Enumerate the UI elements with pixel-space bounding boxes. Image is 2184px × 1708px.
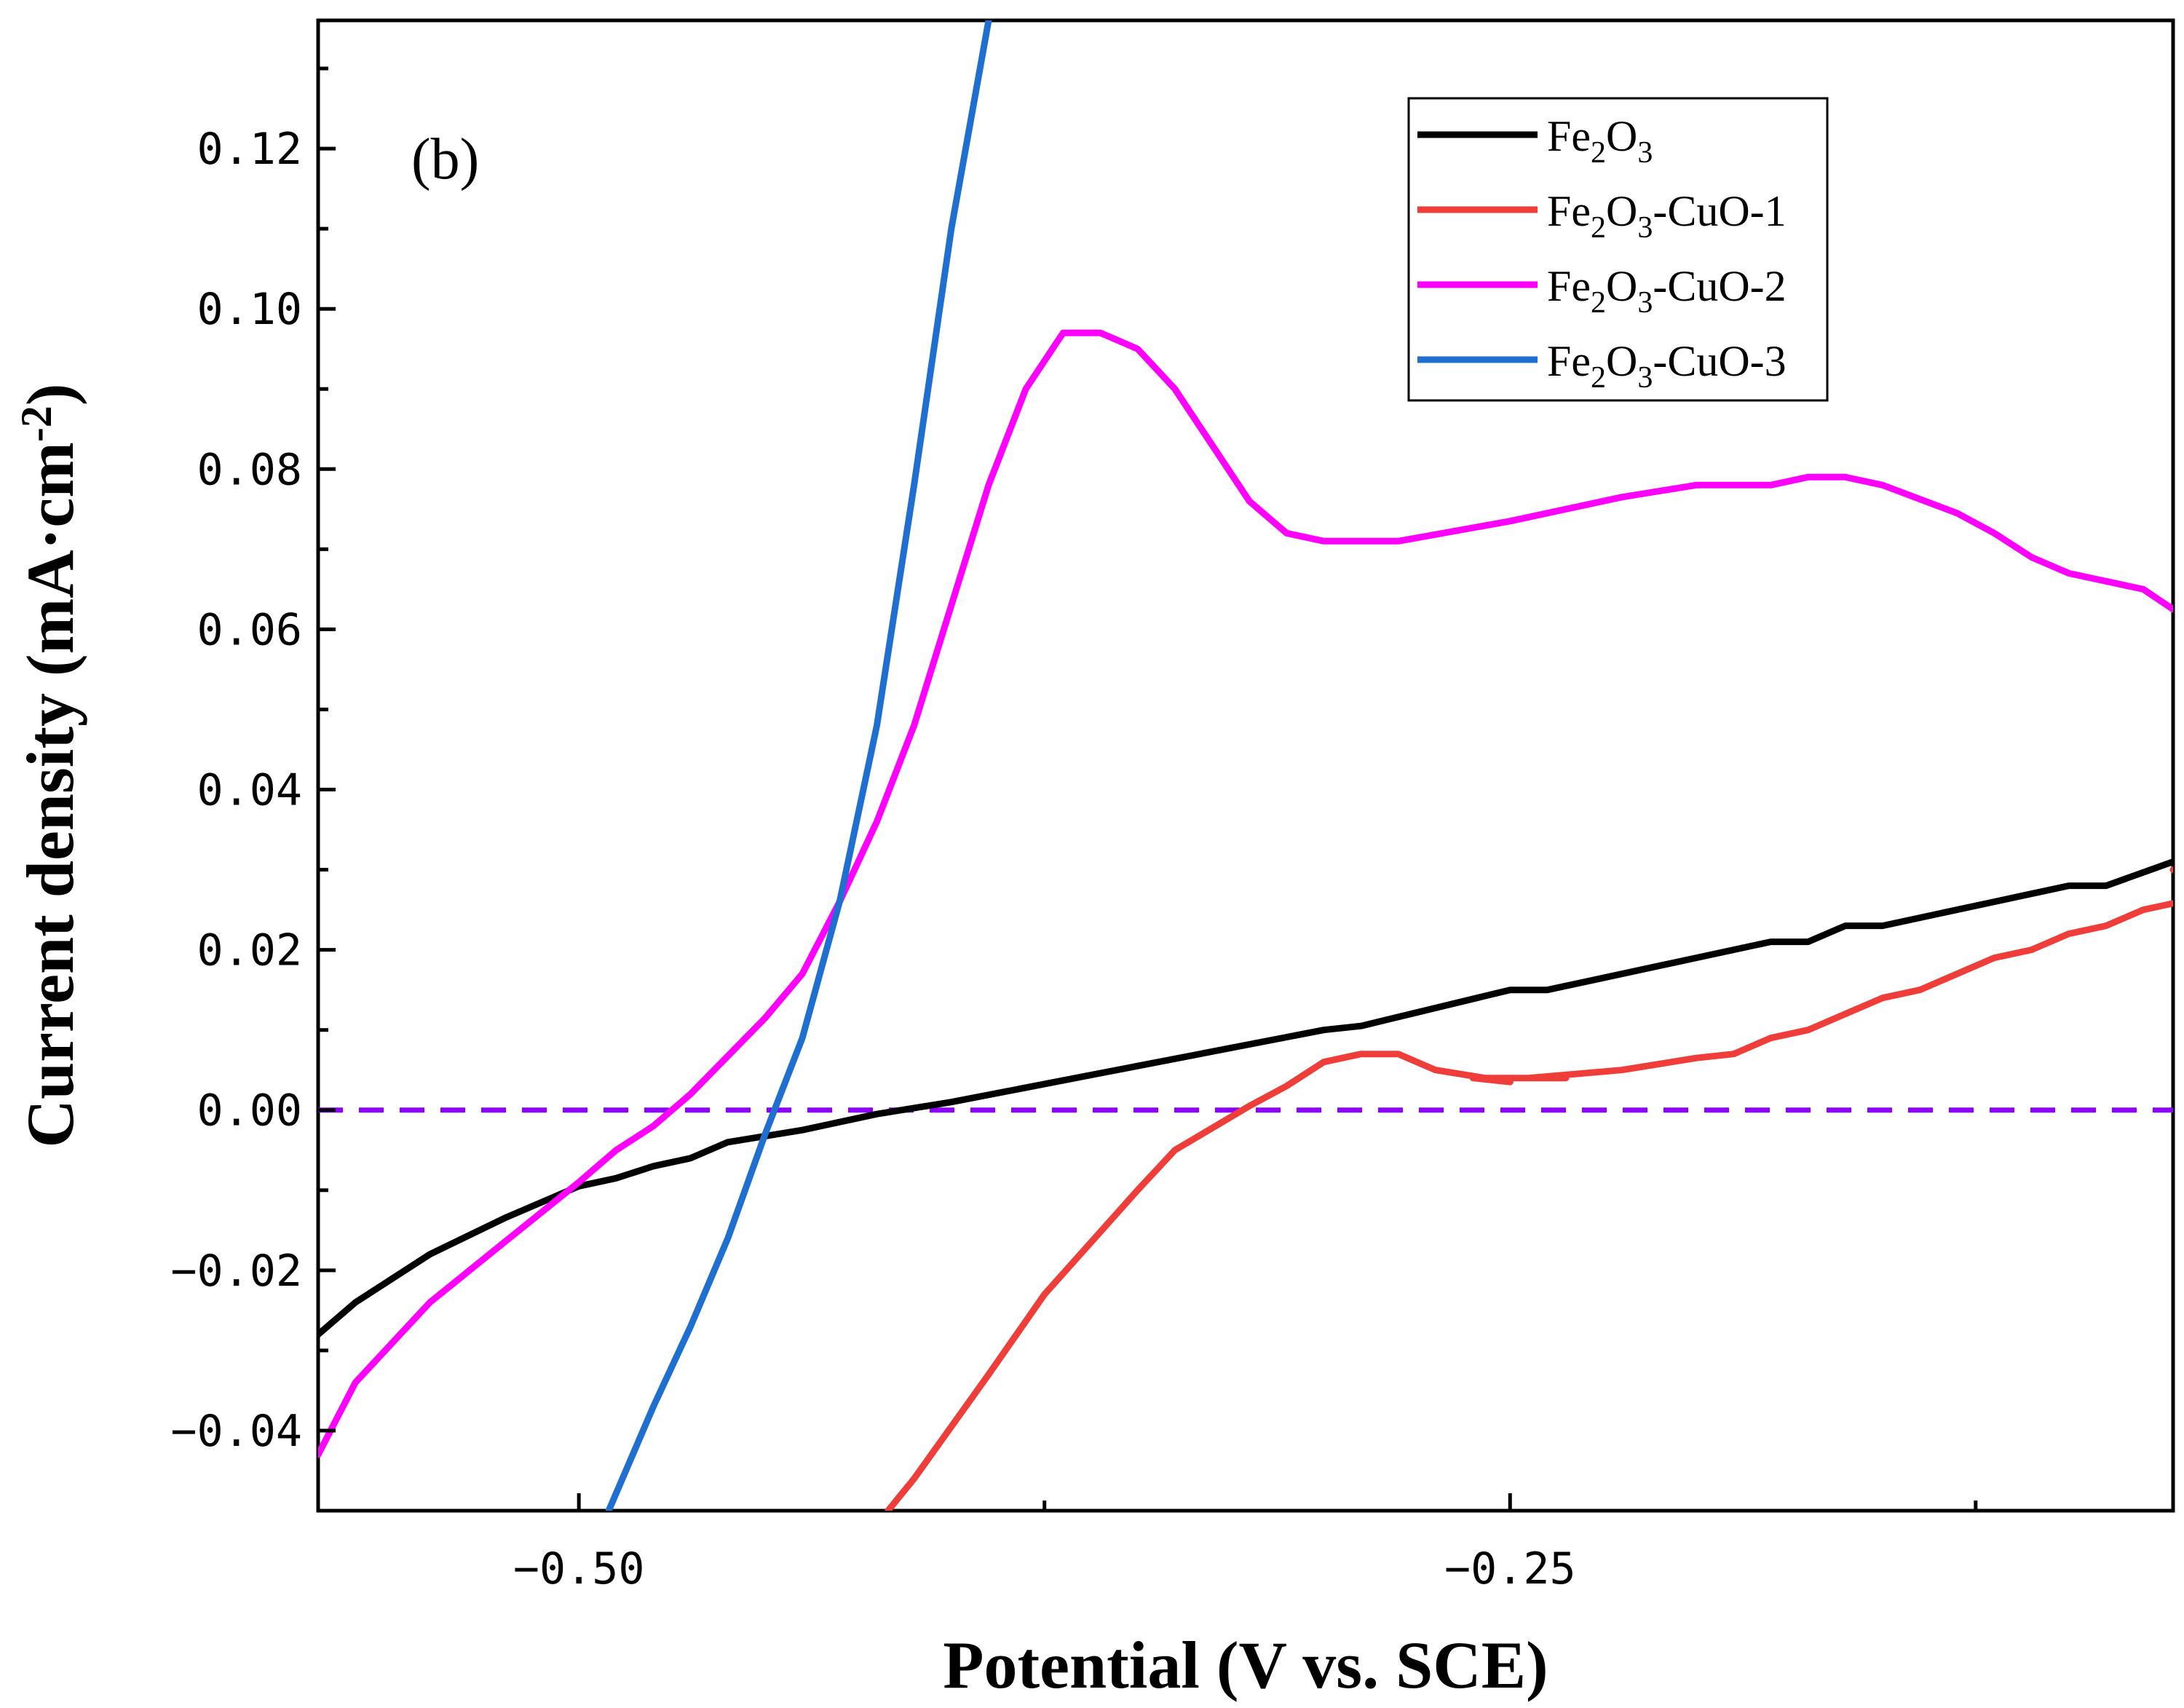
legend-label-part: 2 xyxy=(1591,286,1606,320)
series-line-4 xyxy=(605,20,992,1511)
x-tick-label: −0.50 xyxy=(513,1543,645,1594)
y-tick-label: 0.00 xyxy=(197,1086,303,1136)
y-tick-label: 0.08 xyxy=(197,444,303,495)
legend-label-part: -CuO-2 xyxy=(1653,262,1786,310)
y-tick-label: 0.06 xyxy=(197,604,303,655)
y-tick-label: −0.04 xyxy=(170,1406,302,1457)
x-tick-label: −0.25 xyxy=(1444,1543,1576,1594)
legend-label-part: Fe xyxy=(1547,337,1591,385)
y-axis-title-close: ) xyxy=(13,384,87,406)
legend-label-2: Fe2O3-CuO-1 xyxy=(1547,187,1787,245)
legend-label-part: 2 xyxy=(1591,361,1606,395)
legend-label-part: 3 xyxy=(1637,211,1653,245)
plot-area: (b) xyxy=(316,18,2175,1513)
legend-label-part: Fe xyxy=(1547,112,1591,160)
legend-label-part: O xyxy=(1606,262,1637,310)
plot-frame xyxy=(316,18,2175,1513)
legend-label-part: 2 xyxy=(1591,136,1606,170)
legend-label-part: 3 xyxy=(1637,286,1653,320)
series-layer xyxy=(318,20,2173,1511)
series-line-2 xyxy=(885,866,2173,1511)
panel-label: (b) xyxy=(411,127,479,191)
tick-layer xyxy=(318,66,1978,1513)
legend-label-3: Fe2O3-CuO-2 xyxy=(1547,262,1787,320)
y-tick-label: 0.12 xyxy=(197,124,303,175)
y-tick-label: −0.02 xyxy=(170,1246,302,1297)
y-axis-title-superscript: -2 xyxy=(12,406,60,442)
y-tick-label: 0.02 xyxy=(197,925,303,976)
y-tick-label: 0.04 xyxy=(197,765,303,816)
legend-label-part: -CuO-3 xyxy=(1653,337,1786,385)
legend-label-part: Fe xyxy=(1547,187,1591,235)
legend-label-1: Fe2O3 xyxy=(1547,112,1653,170)
legend-label-4: Fe2O3-CuO-3 xyxy=(1547,337,1787,395)
y-axis-title: Current density (mA·cm-2) xyxy=(12,384,87,1148)
series-line-3 xyxy=(318,329,2173,1458)
legend-label-part: O xyxy=(1606,187,1637,235)
series-line-1 xyxy=(318,858,2173,1338)
legend-label-part: O xyxy=(1606,112,1637,160)
legend-label-part: 2 xyxy=(1591,211,1606,245)
x-axis-title: Potential (V vs. SCE) xyxy=(943,1628,1548,1702)
legend-label-part: -CuO-1 xyxy=(1653,187,1786,235)
y-tick-label: 0.10 xyxy=(197,284,303,335)
legend-label-part: O xyxy=(1606,337,1637,385)
legend-label-part: Fe xyxy=(1547,262,1591,310)
y-tick-labels: −0.04 −0.02 0.00 0.02 0.04 0.06 0.08 0.10 0.12 xyxy=(170,124,302,1457)
legend-label-part: 3 xyxy=(1637,361,1653,395)
legend-box xyxy=(1407,97,1829,402)
y-axis-title-main: Current density (mA·cm xyxy=(13,442,87,1147)
x-tick-labels: −0.50 −0.25 xyxy=(513,1543,1576,1594)
legend-label-part: 3 xyxy=(1637,136,1653,170)
